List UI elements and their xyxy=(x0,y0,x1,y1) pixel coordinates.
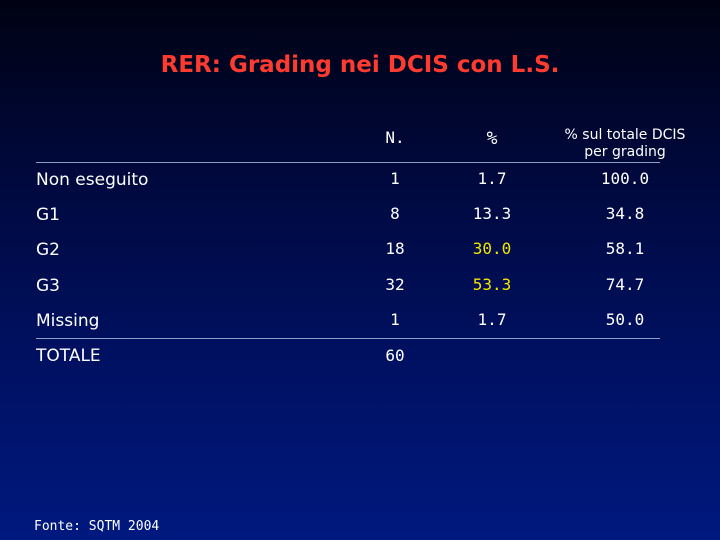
row-label: G1 xyxy=(36,205,60,225)
cell-percent-highlight: 53.3 xyxy=(472,275,512,294)
header-rule xyxy=(36,162,660,163)
slide-title: RER: Grading nei DCIS con L.S. xyxy=(160,52,560,78)
footer-rule xyxy=(36,338,660,339)
cell-percent: 1.7 xyxy=(477,169,507,188)
cell-percent: 1.7 xyxy=(477,310,507,329)
header-percent: % xyxy=(486,128,498,149)
header-percent-total: % sul totale DCIS per grading xyxy=(545,127,705,161)
source-note: Fonte: SQTM 2004 xyxy=(34,519,160,534)
header-percent-total-line2: per grading xyxy=(584,144,666,160)
cell-percent-highlight: 30.0 xyxy=(472,239,512,258)
cell-percent-total: 50.0 xyxy=(605,310,645,329)
row-label-total: TOTALE xyxy=(36,346,101,366)
header-n: N. xyxy=(385,128,405,147)
row-label: Missing xyxy=(36,311,100,331)
header-percent-total-line1: % sul totale DCIS xyxy=(564,127,686,143)
cell-n-total: 60 xyxy=(385,346,405,365)
cell-percent-total: 58.1 xyxy=(605,239,645,258)
cell-n: 32 xyxy=(385,275,405,294)
row-label: G3 xyxy=(36,276,60,296)
row-label: Non eseguito xyxy=(36,170,149,190)
cell-n: 8 xyxy=(390,204,400,223)
cell-percent: 13.3 xyxy=(472,204,512,223)
cell-percent-total: 74.7 xyxy=(605,275,645,294)
cell-percent-total: 34.8 xyxy=(605,204,645,223)
cell-n: 1 xyxy=(390,310,400,329)
cell-n: 18 xyxy=(385,239,405,258)
cell-percent-total: 100.0 xyxy=(600,169,650,188)
cell-n: 1 xyxy=(390,169,400,188)
row-label: G2 xyxy=(36,240,60,260)
